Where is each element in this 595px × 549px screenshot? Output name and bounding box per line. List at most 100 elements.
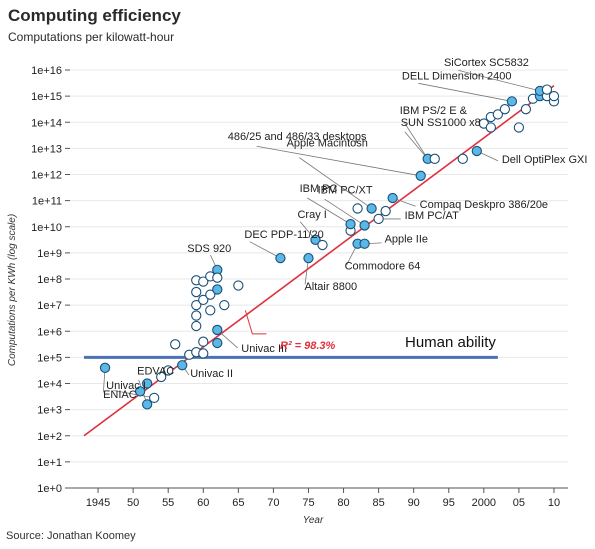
annotation-leader-18 — [404, 131, 429, 160]
data-point-1 — [134, 386, 146, 397]
data-point-21 — [205, 289, 216, 300]
data-point-6 — [163, 365, 174, 376]
annotation-leader-2 — [113, 390, 155, 399]
x-tick-label-2: 55 — [162, 497, 174, 509]
y-tick-label-1: 1e+1 — [37, 457, 62, 469]
x-tick-label-7: 80 — [337, 497, 349, 509]
y-axis-label: Computations per KWh (log scale) — [7, 214, 18, 366]
annotation-18: SUN SS1000 x8 — [401, 117, 481, 129]
r-squared-pointer — [244, 310, 267, 335]
annotation-16: 486/25 and 486/33 desktops — [228, 131, 367, 143]
data-point-47 — [457, 153, 468, 164]
annotation-8: Cray I — [297, 209, 326, 221]
annotation-leader-6 — [249, 241, 281, 259]
data-point-2 — [142, 378, 153, 389]
annotation-15: Compaq Deskpro 386/20e — [420, 199, 548, 211]
y-tick-label-7: 1e+7 — [37, 300, 62, 312]
annotation-leader-21 — [458, 70, 541, 92]
data-point-5 — [156, 371, 167, 383]
data-point-31 — [303, 252, 314, 264]
human-ability-label: Human ability — [405, 334, 496, 351]
data-point-35 — [345, 218, 356, 230]
y-tick-label-9: 1e+9 — [37, 248, 62, 260]
gridlines — [70, 69, 568, 489]
data-point-42 — [380, 205, 391, 217]
r-squared-label: R² = 98.3% — [280, 340, 336, 352]
annotation-0: ENIAC — [103, 389, 137, 401]
data-point-27 — [212, 272, 223, 283]
x-tick-label-1: 50 — [127, 497, 139, 509]
x-tick-label-6: 75 — [302, 497, 314, 509]
x-tick-label-11: 2000 — [472, 497, 496, 509]
annotation-leader-9 — [307, 197, 351, 225]
annotation-1: EDVAC — [137, 365, 174, 377]
y-tick-label-12: 1e+12 — [31, 170, 62, 182]
data-point-38 — [359, 238, 370, 249]
annotation-leader-17 — [403, 121, 429, 160]
x-axis-ticks: 1945 50 55 60 65 70 75 80 85 90 95 2000 05 10 — [86, 488, 560, 509]
data-point-23 — [212, 337, 223, 349]
data-point-44 — [415, 170, 426, 181]
x-tick-label-5: 70 — [267, 497, 279, 509]
data-point-17 — [198, 348, 209, 359]
y-axis-ticks: 1e+0 1e+1 1e+2 1e+3 1e+4 1e+5 1e+6 1e+7 1e+8 1e+9… — [31, 65, 70, 495]
data-point-33 — [317, 239, 328, 251]
annotation-5: SDS 920 — [187, 243, 231, 255]
y-tick-label-8: 1e+8 — [37, 274, 62, 286]
y-tick-label-3: 1e+3 — [37, 405, 62, 417]
data-point-7 — [170, 339, 181, 350]
annotation-19: Dell OptiPlex GXI — [502, 154, 588, 166]
y-tick-label-10: 1e+10 — [31, 222, 62, 234]
annotation-9: IBM PC — [300, 183, 338, 195]
y-tick-label-16: 1e+16 — [31, 65, 62, 77]
y-tick-label-4: 1e+4 — [37, 379, 62, 391]
annotation-20: DELL Dimension 2400 — [402, 70, 512, 82]
annotation-12: Apple IIe — [385, 234, 428, 246]
data-point-13 — [191, 299, 202, 311]
y-tick-label-6: 1e+6 — [37, 326, 62, 338]
annotation-4: Univac III — [241, 343, 287, 355]
data-point-56 — [520, 104, 532, 115]
data-point-63 — [548, 90, 560, 102]
data-point-18 — [198, 294, 209, 306]
annotation-3: Univac II — [190, 368, 233, 380]
data-point-40 — [366, 203, 377, 214]
data-point-24 — [212, 324, 223, 336]
x-tick-label-10: 95 — [443, 497, 455, 509]
annotation-2: Univac I — [106, 380, 146, 392]
data-point-12 — [191, 310, 202, 321]
data-point-0 — [99, 362, 111, 373]
x-tick-label-3: 60 — [197, 497, 209, 509]
annotation-11: Apple Macintosh — [287, 137, 368, 149]
annotation-7: Altair 8800 — [304, 281, 357, 293]
annotation-13: Commodore 64 — [345, 261, 421, 273]
data-point-29 — [233, 280, 244, 291]
data-point-20 — [205, 305, 216, 316]
annotation-10: IBM PC/XT — [318, 184, 373, 196]
data-point-4 — [149, 392, 160, 404]
annotation-leader-16 — [256, 145, 421, 177]
annotation-14: IBM PC/AT — [405, 210, 459, 222]
source-note: Source: Jonathan Koomey — [6, 530, 136, 542]
x-tick-label-0: 1945 — [86, 497, 110, 509]
data-point-55 — [513, 122, 525, 133]
data-points — [99, 84, 560, 410]
data-point-41 — [373, 213, 384, 225]
data-point-14 — [191, 286, 202, 298]
annotation-leaders — [102, 70, 541, 405]
y-tick-label-14: 1e+14 — [31, 117, 62, 129]
y-tick-label-0: 1e+0 — [37, 483, 62, 495]
annotation-6: DEC PDP-11/20 — [244, 229, 323, 241]
data-point-25 — [212, 284, 223, 295]
data-point-43 — [387, 192, 398, 204]
data-point-19 — [198, 276, 209, 287]
x-axis-label: Year — [303, 515, 324, 526]
data-point-8 — [177, 360, 188, 371]
data-point-61 — [541, 84, 553, 95]
y-tick-label-13: 1e+13 — [31, 143, 62, 155]
annotation-leader-10 — [324, 198, 365, 226]
data-point-11 — [191, 320, 202, 332]
data-point-46 — [429, 153, 440, 164]
